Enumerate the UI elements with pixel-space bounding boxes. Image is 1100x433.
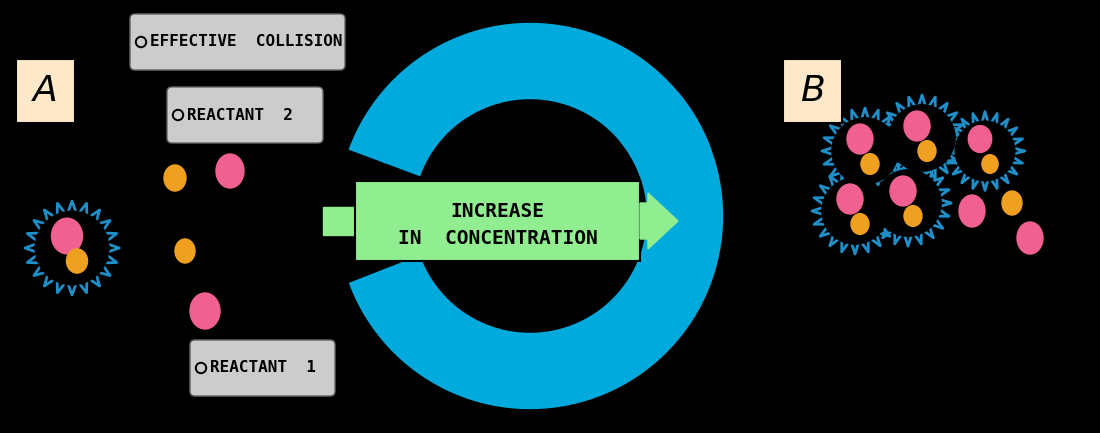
FancyBboxPatch shape xyxy=(783,59,842,123)
Circle shape xyxy=(874,170,942,236)
FancyArrow shape xyxy=(323,207,359,235)
Text: REACTANT  1: REACTANT 1 xyxy=(210,361,316,375)
FancyArrow shape xyxy=(640,193,678,249)
Ellipse shape xyxy=(66,249,88,273)
FancyBboxPatch shape xyxy=(130,14,345,70)
Circle shape xyxy=(175,112,182,119)
Ellipse shape xyxy=(904,111,930,141)
Circle shape xyxy=(196,362,207,374)
Ellipse shape xyxy=(968,126,992,152)
Ellipse shape xyxy=(1018,222,1043,254)
Ellipse shape xyxy=(837,184,864,214)
Ellipse shape xyxy=(959,195,985,227)
Ellipse shape xyxy=(851,213,869,234)
Text: B: B xyxy=(800,74,825,108)
Text: A: A xyxy=(33,74,58,108)
Text: INCREASE: INCREASE xyxy=(451,202,544,221)
Ellipse shape xyxy=(1002,191,1022,215)
Ellipse shape xyxy=(190,293,220,329)
Text: IN  CONCENTRATION: IN CONCENTRATION xyxy=(397,229,597,248)
Text: REACTANT  2: REACTANT 2 xyxy=(187,107,293,123)
Circle shape xyxy=(35,211,109,285)
Text: EFFECTIVE  COLLISION: EFFECTIVE COLLISION xyxy=(150,35,342,49)
FancyBboxPatch shape xyxy=(167,87,323,143)
Polygon shape xyxy=(649,116,682,150)
Ellipse shape xyxy=(861,154,879,174)
Ellipse shape xyxy=(890,176,916,206)
Circle shape xyxy=(138,39,144,45)
Ellipse shape xyxy=(175,239,195,263)
Circle shape xyxy=(832,118,898,184)
FancyBboxPatch shape xyxy=(16,59,75,123)
FancyBboxPatch shape xyxy=(190,340,336,396)
Ellipse shape xyxy=(904,206,922,226)
FancyBboxPatch shape xyxy=(355,181,640,261)
Circle shape xyxy=(955,121,1015,181)
Ellipse shape xyxy=(982,155,998,173)
Ellipse shape xyxy=(164,165,186,191)
Circle shape xyxy=(135,36,146,48)
Ellipse shape xyxy=(847,124,873,154)
Circle shape xyxy=(822,178,888,244)
Ellipse shape xyxy=(216,154,244,188)
Circle shape xyxy=(889,105,955,171)
Circle shape xyxy=(173,110,184,120)
Ellipse shape xyxy=(918,141,936,162)
Circle shape xyxy=(198,365,205,372)
Ellipse shape xyxy=(52,218,82,254)
Polygon shape xyxy=(375,130,412,163)
